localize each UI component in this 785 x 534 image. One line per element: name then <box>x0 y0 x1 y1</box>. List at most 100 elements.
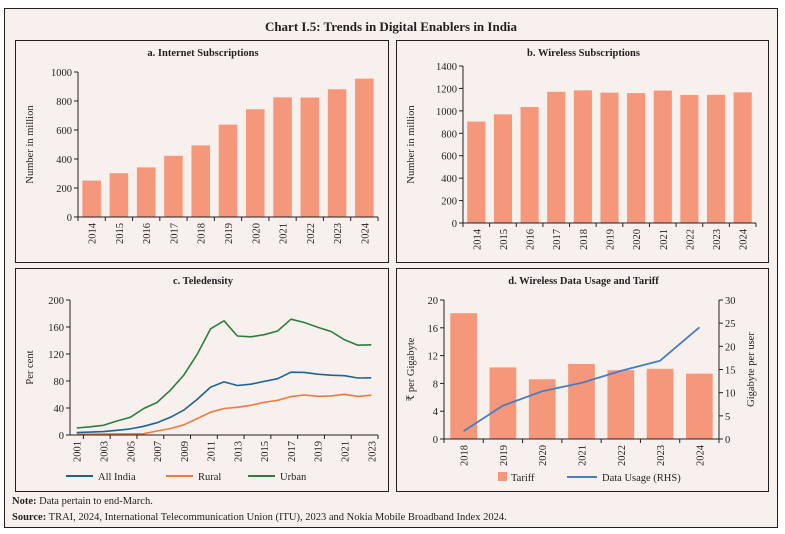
x-tick-label: 2022 <box>685 229 696 250</box>
bar-2020 <box>246 109 265 217</box>
y-right-tick-label: 15 <box>725 366 736 377</box>
panel-title: c. Teledensity <box>173 276 234 287</box>
bar-2018 <box>573 90 592 224</box>
bar-2023 <box>327 89 347 217</box>
y-tick-label: 1000 <box>51 68 72 79</box>
bar-2017 <box>547 91 566 223</box>
y-tick-label: 800 <box>56 97 72 108</box>
bar-2023 <box>706 94 726 223</box>
bar-2019 <box>600 92 619 223</box>
y-right-tick-label: 0 <box>725 435 730 446</box>
panel-title: a. Internet Subscriptions <box>147 48 258 59</box>
bar-2019 <box>218 124 238 217</box>
bar-2021 <box>653 90 672 223</box>
bar-tariff-2021 <box>568 363 595 439</box>
x-tick-label: 2019 <box>606 229 617 250</box>
bar-2014 <box>82 180 101 217</box>
x-tick-label: 2023 <box>656 445 667 466</box>
y-tick-label: 40 <box>54 404 65 415</box>
line-data-usage <box>463 326 700 432</box>
line-urban <box>76 318 372 429</box>
panel-data-usage-tariff: d. Wireless Data Usage and Tariff ₹ per G… <box>396 268 769 492</box>
y-right-tick-label: 25 <box>725 319 736 330</box>
bar-2015 <box>109 173 129 217</box>
y-left-tick-label: 8 <box>433 379 438 390</box>
notes: Note: Data pertain to end-March. Source:… <box>12 494 507 526</box>
x-tick-label: 2024 <box>739 228 750 250</box>
x-tick-label: 2016 <box>526 229 537 250</box>
y-tick-label: 1000 <box>436 107 457 118</box>
panel-title: d. Wireless Data Usage and Tariff <box>508 276 659 287</box>
y-tick-label: 120 <box>48 350 64 361</box>
bar-2017 <box>164 155 183 217</box>
x-tick-label: 2023 <box>367 441 378 462</box>
x-tick-label: 2018 <box>197 223 208 244</box>
y-tick-label: 1400 <box>436 62 457 73</box>
x-tick-label: 2014 <box>472 228 483 250</box>
bar-2015 <box>493 114 513 223</box>
y-left-tick-label: 4 <box>433 407 439 418</box>
bar-2020 <box>627 93 646 223</box>
bar-tariff-2023 <box>646 368 674 439</box>
x-tick-label: 2018 <box>460 445 471 466</box>
bar-2014 <box>467 121 486 223</box>
x-tick-label: 2021 <box>341 441 352 462</box>
x-tick-label: 2018 <box>579 229 590 250</box>
y-axis-label-right: Gigabyte per user <box>746 332 757 407</box>
x-tick-label: 2017 <box>552 229 563 250</box>
x-tick-label: 2014 <box>88 222 99 244</box>
y-axis-label: Number in million <box>406 105 417 184</box>
legend-swatch-tariff <box>498 472 507 481</box>
source-text: TRAI, 2024, International Telecommunicat… <box>46 512 507 523</box>
x-tick-label: 2022 <box>617 445 628 466</box>
y-tick-label: 200 <box>48 296 64 307</box>
y-left-tick-label: 12 <box>428 352 439 363</box>
panel-teledensity: c. Teledensity Per cent 0 40 80 120 160 200 2001… <box>15 268 389 492</box>
bar-2021 <box>273 97 292 217</box>
chart-internet-subscriptions: a. Internet Subscriptions Number in milli… <box>25 48 379 244</box>
x-tick-label: 2020 <box>632 229 643 250</box>
bar-tariff-2022 <box>607 370 635 439</box>
x-tick-label: 2003 <box>99 441 110 462</box>
y-tick-label: 0 <box>452 219 457 230</box>
bar-tariff-2024 <box>686 373 713 439</box>
line-all-india <box>76 371 372 434</box>
y-axis-label: ₹ per Gigabyte <box>406 337 417 401</box>
y-tick-label: 80 <box>54 377 65 388</box>
x-tick-label: 2022 <box>306 223 317 244</box>
x-tick-label: 2024 <box>360 222 371 244</box>
bar-2024 <box>733 92 752 223</box>
y-tick-label: 0 <box>59 431 64 442</box>
x-tick-label: 2020 <box>251 223 262 244</box>
x-tick-label: 2016 <box>142 223 153 244</box>
note-label: Note: <box>12 496 37 507</box>
y-left-tick-label: 20 <box>428 296 439 307</box>
y-right-tick-label: 30 <box>725 296 736 307</box>
line-rural <box>76 393 372 436</box>
y-right-tick-label: 5 <box>725 412 730 423</box>
source-line: Source: TRAI, 2024, International Teleco… <box>12 510 507 526</box>
y-right-tick-label: 10 <box>725 389 736 400</box>
x-tick-label: 2009 <box>180 441 191 462</box>
bar-tariff-2019 <box>489 367 517 439</box>
y-tick-label: 600 <box>441 152 457 163</box>
bar-2022 <box>680 94 699 223</box>
y-tick-label: 600 <box>56 126 72 137</box>
chart-data-usage-tariff: d. Wireless Data Usage and Tariff ₹ per G… <box>406 276 757 484</box>
x-tick-label: 2001 <box>73 441 84 462</box>
legend-label: Data Usage (RHS) <box>602 473 681 484</box>
y-tick-label: 400 <box>56 155 72 166</box>
y-tick-label: 0 <box>67 213 72 224</box>
y-tick-label: 400 <box>441 174 457 185</box>
panel-wireless-subscriptions: b. Wireless Subscriptions Number in milli… <box>396 40 769 263</box>
x-tick-label: 2005 <box>126 441 137 462</box>
y-left-tick-label: 16 <box>428 324 439 335</box>
bar-2018 <box>191 145 210 217</box>
legend-label: Rural <box>198 472 221 483</box>
y-tick-label: 200 <box>56 184 72 195</box>
y-right-tick-label: 20 <box>725 342 736 353</box>
chart-wireless-subscriptions: b. Wireless Subscriptions Number in milli… <box>406 48 757 250</box>
legend-label: Tariff <box>511 473 535 484</box>
y-tick-label: 160 <box>48 323 64 334</box>
x-tick-label: 2017 <box>287 441 298 462</box>
